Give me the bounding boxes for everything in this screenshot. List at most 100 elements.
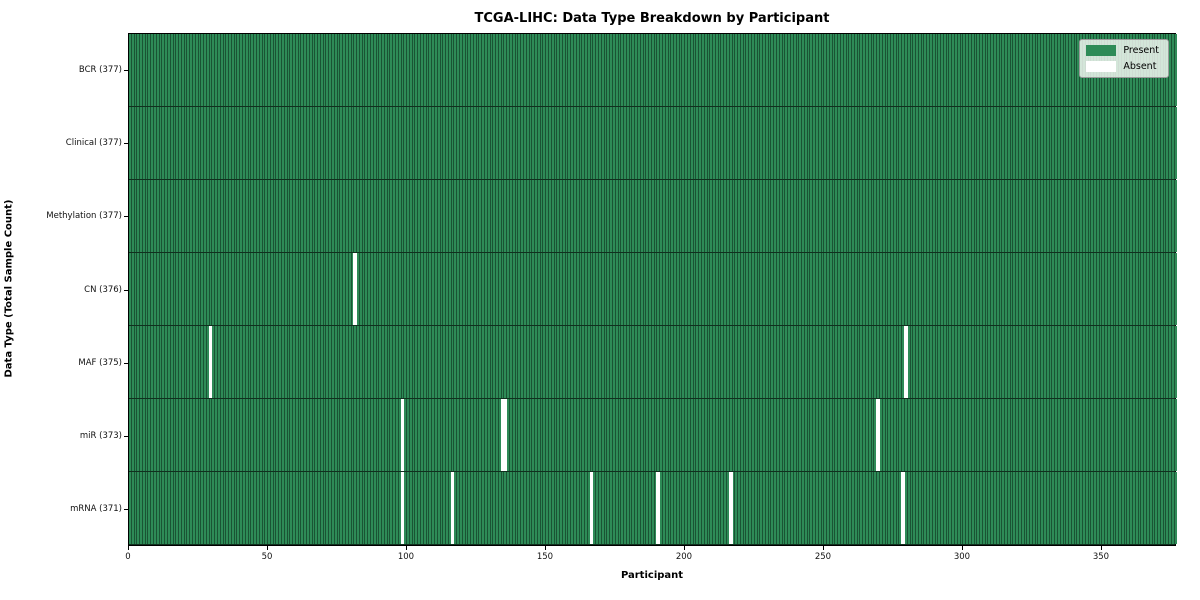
heatmap-cell-present: [988, 472, 992, 544]
heatmap-cell-present: [955, 253, 958, 325]
heatmap-cell-present: [1088, 472, 1092, 544]
heatmap-cell-present: [368, 399, 371, 471]
heatmap-cell-present: [479, 399, 483, 471]
heatmap-cell-present: [740, 399, 744, 471]
heatmap-cell-present: [170, 326, 174, 398]
heatmap-cell-present: [1099, 399, 1103, 471]
heatmap-cell-present: [693, 472, 697, 544]
heatmap-cell-present: [896, 326, 900, 398]
heatmap-cell-present: [404, 34, 408, 106]
heatmap-cell-present: [935, 399, 939, 471]
heatmap-cell-present: [151, 34, 155, 106]
heatmap-cell-present: [704, 326, 708, 398]
heatmap-cell-present: [376, 253, 380, 325]
heatmap-cell-present: [434, 253, 438, 325]
heatmap-cell-present: [510, 34, 513, 106]
heatmap-cell-present: [668, 180, 672, 252]
heatmap-cell-present: [671, 34, 675, 106]
x-tick-mark: [128, 546, 129, 550]
heatmap-cell-present: [807, 34, 811, 106]
heatmap-cell-present: [1038, 399, 1042, 471]
heatmap-cell-present: [407, 253, 410, 325]
heatmap-cell-present: [485, 399, 488, 471]
heatmap-cell-present: [337, 107, 341, 179]
heatmap-cell-present: [921, 34, 925, 106]
heatmap-cell-present: [220, 107, 224, 179]
heatmap-cell-present: [1046, 326, 1050, 398]
heatmap-cell-present: [1149, 326, 1153, 398]
heatmap-cell-present: [821, 253, 825, 325]
heatmap-cell-present: [382, 399, 385, 471]
heatmap-cell-present: [462, 472, 466, 544]
heatmap-cell-present: [276, 472, 280, 544]
heatmap-cell-present: [607, 107, 611, 179]
heatmap-cell-present: [1074, 326, 1078, 398]
heatmap-cell-present: [604, 399, 608, 471]
heatmap-cell-present: [941, 253, 944, 325]
heatmap-cell-present: [1038, 107, 1042, 179]
x-tick-mark: [683, 546, 685, 550]
heatmap-cell-present: [468, 253, 472, 325]
heatmap-cell-present: [557, 34, 561, 106]
heatmap-cell-present: [387, 107, 391, 179]
heatmap-cell-present: [626, 399, 630, 471]
heatmap-cell-present: [443, 253, 447, 325]
heatmap-cell-present: [240, 326, 244, 398]
x-tick-mark: [961, 546, 963, 550]
heatmap-cell-present: [1138, 107, 1142, 179]
heatmap-cell-present: [1074, 472, 1078, 544]
heatmap-cell-present: [782, 253, 786, 325]
heatmap-cell-present: [999, 399, 1003, 471]
heatmap-cell-present: [231, 34, 235, 106]
heatmap-cell-present: [974, 180, 978, 252]
heatmap-cell-present: [726, 399, 730, 471]
heatmap-cell-present: [365, 326, 369, 398]
heatmap-cell-present: [757, 180, 761, 252]
heatmap-cell-present: [270, 399, 274, 471]
heatmap-cell-present: [523, 326, 527, 398]
heatmap-cell-present: [635, 107, 638, 179]
heatmap-cell-present: [980, 107, 983, 179]
heatmap-cell-present: [212, 472, 216, 544]
heatmap-cell-present: [176, 326, 180, 398]
heatmap-cell-present: [409, 399, 413, 471]
heatmap-cell-present: [740, 34, 744, 106]
heatmap-cell-present: [523, 399, 527, 471]
heatmap-cell-present: [176, 253, 180, 325]
heatmap-cell-present: [512, 180, 516, 252]
heatmap-cell-present: [198, 399, 202, 471]
heatmap-cell-present: [1096, 326, 1100, 398]
heatmap-cell-present: [760, 34, 764, 106]
heatmap-cell-present: [218, 399, 221, 471]
heatmap-cell-present: [443, 107, 447, 179]
heatmap-cell-present: [963, 180, 967, 252]
heatmap-cell-present: [1155, 107, 1159, 179]
heatmap-cell-present: [907, 399, 911, 471]
heatmap-cell-present: [988, 107, 992, 179]
heatmap-cell-present: [354, 326, 358, 398]
heatmap-cell-present: [359, 107, 363, 179]
heatmap-cell-present: [1057, 472, 1061, 544]
heatmap-cell-present: [977, 472, 981, 544]
heatmap-cell-present: [635, 326, 638, 398]
heatmap-cell-present: [432, 180, 435, 252]
heatmap-cell-present: [624, 399, 627, 471]
heatmap-cell-present: [421, 472, 424, 544]
heatmap-cell-present: [729, 107, 733, 179]
x-tick-label: 300: [953, 552, 971, 562]
heatmap-cell-present: [179, 472, 182, 544]
heatmap-cell-present: [359, 399, 363, 471]
heatmap-cell-present: [359, 326, 363, 398]
heatmap-cell-present: [173, 326, 177, 398]
heatmap-cell-present: [281, 107, 285, 179]
heatmap-cell-present: [963, 107, 967, 179]
heatmap-cell-present: [192, 180, 196, 252]
heatmap-cell-present: [167, 399, 171, 471]
heatmap-cell-present: [788, 253, 791, 325]
heatmap-cell-present: [482, 180, 485, 252]
heatmap-cell-present: [785, 34, 789, 106]
heatmap-cell-present: [1144, 107, 1147, 179]
heatmap-cell-present: [418, 253, 422, 325]
heatmap-cell-present: [793, 180, 797, 252]
heatmap-cell-present: [860, 180, 864, 252]
